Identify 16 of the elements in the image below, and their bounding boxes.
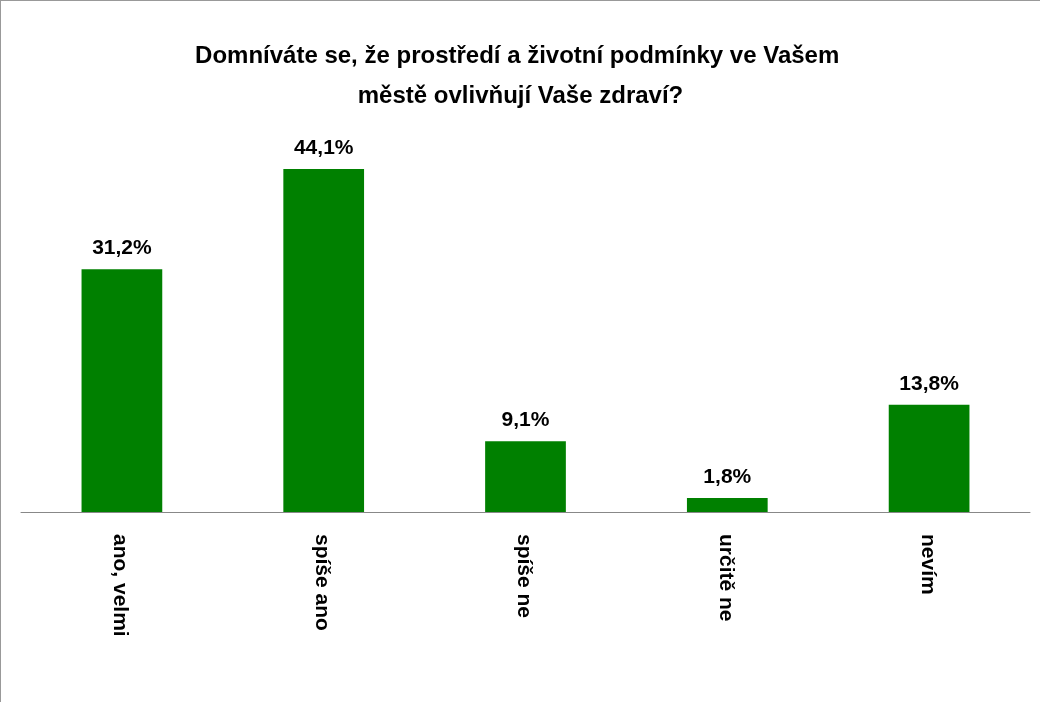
data-label: 13,8% — [899, 370, 960, 394]
x-tick-label: spíše ne — [514, 534, 537, 619]
bar — [283, 168, 365, 512]
x-tick-label: nevím — [917, 534, 941, 595]
data-label: 9,1% — [501, 407, 550, 431]
chart-title: Domníváte se, že prostředí a životní podmínky ve Vašem městě ovlivňují Vaše zdraví? — [195, 40, 846, 108]
x-tick-label: spíše ano — [312, 534, 336, 631]
x-tick-label: ano, velmi — [110, 534, 134, 637]
data-label: 31,2% — [92, 235, 152, 259]
bar — [485, 441, 566, 512]
data-label: 44,1% — [293, 134, 354, 158]
bar — [686, 498, 768, 512]
x-tick-label: určitě ne — [715, 534, 739, 622]
bar — [888, 404, 970, 512]
data-label: 1,8% — [703, 464, 752, 487]
bar — [81, 269, 163, 512]
